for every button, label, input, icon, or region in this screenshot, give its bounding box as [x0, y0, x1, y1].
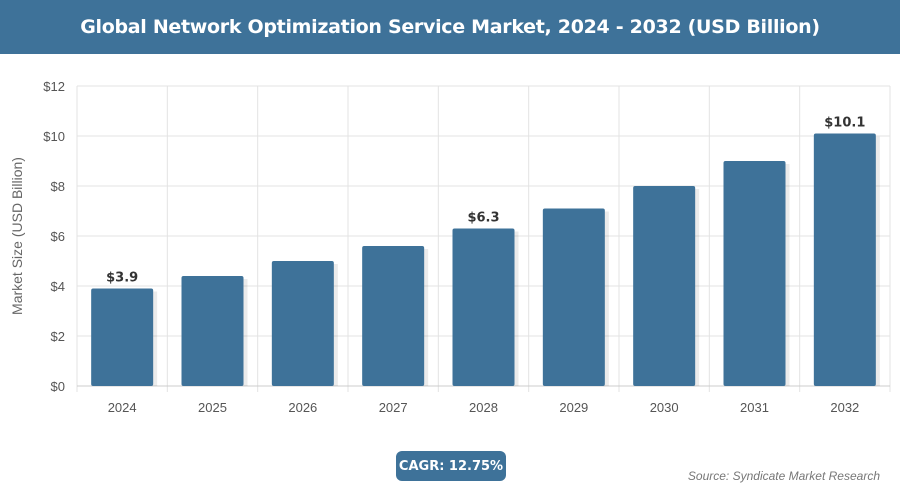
x-tick-label: 2024: [108, 400, 137, 415]
bar-2030: [633, 186, 696, 386]
y-tick-label: $4: [51, 279, 65, 294]
x-tick-label: 2027: [379, 400, 408, 415]
bar-2032: [813, 133, 876, 386]
data-label: $10.1: [824, 116, 865, 131]
y-tick-label: $6: [51, 229, 65, 244]
bar-2029: [542, 208, 605, 386]
bar-2031: [723, 161, 786, 386]
x-tick-label: 2026: [288, 400, 317, 415]
x-tick-label: 2030: [650, 400, 679, 415]
y-axis-label: Market Size (USD Billion): [9, 157, 25, 315]
bar-2027: [362, 246, 425, 386]
x-tick-label: 2031: [740, 400, 769, 415]
data-label: $6.3: [467, 211, 499, 226]
data-label: $3.9: [106, 271, 138, 286]
bar-2024: [91, 288, 154, 386]
x-tick-label: 2025: [198, 400, 227, 415]
x-tick-label: 2028: [469, 400, 498, 415]
chart-title: Global Network Optimization Service Mark…: [0, 0, 900, 54]
y-tick-label: $0: [51, 379, 65, 394]
y-tick-label: $8: [51, 179, 65, 194]
x-tick-label: 2029: [559, 400, 588, 415]
y-tick-label: $12: [43, 79, 65, 94]
y-tick-label: $2: [51, 329, 65, 344]
cagr-badge: CAGR: 12.75%: [396, 451, 506, 481]
source-note: Source: Syndicate Market Research: [687, 469, 880, 483]
bar-2025: [181, 276, 244, 386]
y-tick-label: $10: [43, 129, 65, 144]
bar-2028: [452, 228, 515, 386]
x-tick-label: 2032: [830, 400, 859, 415]
bar-2026: [271, 261, 334, 386]
